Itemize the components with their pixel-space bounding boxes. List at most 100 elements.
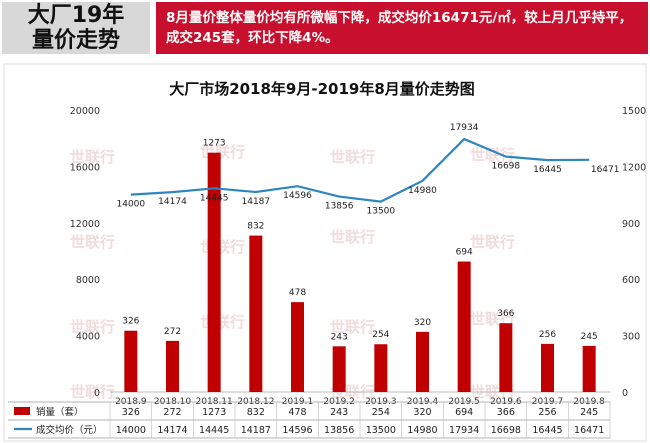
left-axis: 0 4000 8000 12000 16000 20000 <box>70 106 100 399</box>
table-cell-price: 13500 <box>366 425 396 436</box>
left-axis-tick-label: 4000 <box>76 332 100 343</box>
line-value-label: 14187 <box>242 197 271 207</box>
watermark-text: 世联行 <box>70 383 115 401</box>
table-cell-sales: 245 <box>580 407 598 418</box>
bar <box>499 323 513 392</box>
table-cell-price: 14980 <box>407 425 437 436</box>
title-box: 大厂19年 量价走势 <box>2 2 150 54</box>
bar <box>457 261 471 392</box>
watermark-text: 世联行 <box>70 148 115 166</box>
line-value-label: 17934 <box>450 123 479 133</box>
left-axis-tick-label: 16000 <box>70 162 100 173</box>
table-cell-price: 16471 <box>574 425 604 436</box>
watermark-text: 世联行 <box>330 228 375 246</box>
bar <box>291 302 304 392</box>
legend-line-label: 成交均价（元） <box>36 424 103 436</box>
line-value-label: 13856 <box>325 202 354 212</box>
watermark-text: 世联行 <box>470 146 515 164</box>
bar-value-label: 478 <box>289 288 306 298</box>
chart-title: 大厂市场2018年9月-2019年8月量价走势图 <box>169 80 475 98</box>
line-value-label: 14000 <box>117 200 146 210</box>
watermark-text: 世联行 <box>70 318 115 336</box>
table-cell-sales: 1273 <box>202 407 226 418</box>
table-cell-sales: 326 <box>122 407 140 418</box>
right-axis-tick-label: 300 <box>622 332 640 343</box>
left-axis-tick-label: 20000 <box>70 106 100 117</box>
table-cell-price: 14000 <box>116 425 146 436</box>
watermark-text: 世联行 <box>70 233 115 251</box>
table-cell-sales: 320 <box>413 407 431 418</box>
table-cell-price: 16698 <box>491 425 521 436</box>
bar-value-label: 694 <box>456 248 473 258</box>
legend-bar-label: 销量（套） <box>36 406 84 418</box>
table-cell-price: 14187 <box>241 425 271 436</box>
table-cell-sales: 243 <box>330 407 348 418</box>
table-cell-sales: 478 <box>288 407 306 418</box>
line-labels: 14000 14174 14445 14187 14596 13856 13500 14980… <box>117 123 620 217</box>
left-axis-tick-label: 0 <box>94 388 100 399</box>
bar-value-label: 272 <box>164 327 181 337</box>
chart: 世联行 世联行 世联行 世联行世联行 世联行世联行 世联行世联行 世联行 世联行 世联行世联行世… <box>3 63 647 442</box>
table-cell-sales: 272 <box>163 407 181 418</box>
bar <box>124 330 138 392</box>
price-line <box>130 137 590 203</box>
bar <box>249 235 263 392</box>
bar <box>332 346 346 392</box>
bar-value-label: 832 <box>247 222 264 232</box>
left-axis-tick-label: 8000 <box>76 275 100 286</box>
line-value-label: 14596 <box>283 191 312 201</box>
bar-value-label: 254 <box>372 330 389 340</box>
bar-value-label: 320 <box>414 318 431 328</box>
right-axis: 0 300 600 900 1200 1500 <box>622 106 646 399</box>
line-series <box>130 137 590 203</box>
table-cell-price: 14174 <box>157 425 187 436</box>
table-cell-price: 17934 <box>449 425 479 436</box>
bar <box>207 152 221 392</box>
left-axis-tick-label: 12000 <box>70 219 100 230</box>
chart-frame <box>3 63 647 442</box>
bar <box>166 340 179 392</box>
legend-bar-key <box>14 407 30 415</box>
table-cell-sales: 694 <box>455 407 473 418</box>
bar-value-label: 245 <box>581 332 598 342</box>
table-cell-sales: 256 <box>538 407 556 418</box>
watermark-text: 世联行 <box>470 233 515 251</box>
right-axis-tick-label: 1200 <box>622 162 646 173</box>
right-axis-tick-label: 900 <box>622 219 640 230</box>
line-value-label: 13500 <box>367 207 396 217</box>
table-cell-sales: 832 <box>247 407 265 418</box>
summary-text: 8月量价整体量价均有所微幅下降，成交均价16471元/㎡，较上月几乎持平，成交2… <box>166 10 633 46</box>
right-axis-tick-label: 600 <box>622 275 640 286</box>
bar-value-label: 366 <box>497 309 514 319</box>
bar-labels: 326 272 1273 832 478 243 254 320 694 366 256 245 <box>122 139 598 343</box>
line-value-label: 14445 <box>200 193 229 203</box>
data-table: 销量（套） 成交均价（元） 326 272 1273 832 478 243 254 320 694… <box>8 401 611 439</box>
line-value-label: 16698 <box>492 162 521 172</box>
bar <box>416 331 429 392</box>
watermark-text: 世联行 <box>330 148 375 166</box>
line-value-label: 14174 <box>158 197 187 207</box>
bar-value-label: 243 <box>331 332 348 342</box>
watermark-text: 世联行 <box>200 313 245 331</box>
bar-series <box>124 152 596 392</box>
table-cell-price: 14596 <box>282 425 312 436</box>
header: 大厂19年 量价走势 8月量价整体量价均有所微幅下降，成交均价16471元/㎡，… <box>0 0 650 58</box>
bar <box>582 345 596 392</box>
line-value-label: 16471 <box>591 165 620 175</box>
watermark-text: 世联行 <box>200 238 245 256</box>
right-axis-tick-label: 0 <box>622 388 628 399</box>
page-title: 大厂19年 量价走势 <box>27 3 125 53</box>
bar <box>541 343 554 392</box>
bar-value-label: 1273 <box>203 139 226 149</box>
line-value-label: 16445 <box>533 165 562 175</box>
bar <box>374 344 388 392</box>
table-cell-price: 13856 <box>324 425 354 436</box>
summary-box: 8月量价整体量价均有所微幅下降，成交均价16471元/㎡，较上月几乎持平，成交2… <box>156 2 648 54</box>
watermark-text: 世联行 <box>330 318 375 336</box>
right-axis-tick-label: 1500 <box>622 106 646 117</box>
table-cell-sales: 366 <box>497 407 515 418</box>
bar-value-label: 326 <box>122 317 139 327</box>
table-cell-price: 16445 <box>532 425 562 436</box>
bar-value-label: 256 <box>539 330 556 340</box>
table-cell-sales: 254 <box>372 407 390 418</box>
